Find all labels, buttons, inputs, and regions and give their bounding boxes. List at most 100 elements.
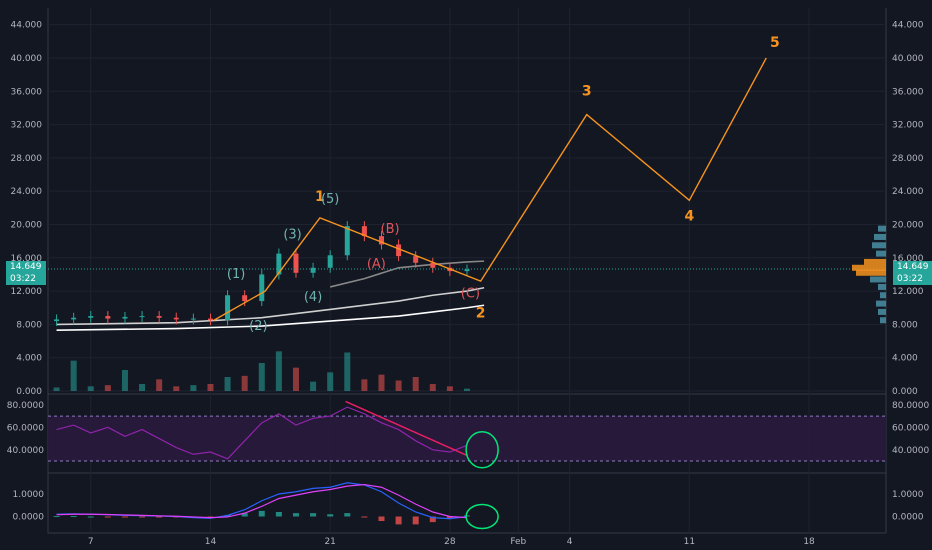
- price-tick-label-right: 20.000: [892, 220, 924, 230]
- macd-histogram-bar: [327, 514, 334, 517]
- volume-bar: [190, 385, 197, 391]
- candle-body: [276, 253, 282, 275]
- volume-bar: [224, 377, 231, 391]
- macd-histogram-bar: [207, 516, 214, 518]
- macd-histogram-bar: [361, 516, 368, 518]
- volume-profile-bar: [852, 264, 886, 271]
- date-tick-label: 14: [205, 537, 217, 547]
- volume-profile-bar: [878, 225, 886, 232]
- volume-profile-bar: [874, 233, 886, 240]
- candle-body: [396, 244, 402, 257]
- date-tick-label: 4: [567, 537, 573, 547]
- volume-bar: [344, 352, 351, 391]
- rsi-tick-label-left: 60.0000: [7, 423, 44, 433]
- volume-bar: [464, 388, 470, 391]
- candle-body: [464, 269, 470, 272]
- elliott-subwave-label: (C): [461, 287, 480, 302]
- price-tick-label-left: 4.000: [16, 354, 42, 364]
- price-tick-label-right: 12.000: [892, 287, 924, 297]
- date-tick-label: Feb: [510, 537, 526, 547]
- macd-histogram-bar: [395, 516, 402, 525]
- volume-bar: [121, 370, 128, 391]
- volume-profile-bar: [872, 242, 886, 249]
- candle-body: [88, 316, 94, 318]
- volume-bar: [104, 385, 111, 391]
- macd-histogram-bar: [87, 516, 94, 518]
- price-tick-label-right: 8.000: [892, 320, 918, 330]
- volume-bar: [429, 384, 436, 391]
- price-tick-label-left: 12.000: [11, 287, 43, 297]
- macd-histogram-bar: [344, 513, 351, 517]
- rsi-tick-label-right: 40.0000: [892, 446, 929, 456]
- elliott-subwave-label: (4): [304, 290, 322, 305]
- macd-tick-label-right: 0.0000: [892, 513, 924, 523]
- moving-average-line: [56, 286, 485, 326]
- current-price-badge-right: 14.649 03:22: [893, 261, 932, 285]
- volume-bar: [139, 384, 146, 391]
- volume-bar: [292, 367, 299, 391]
- volume-bar: [156, 379, 163, 391]
- macd-histogram-bar: [446, 516, 453, 519]
- date-tick-label: 28: [444, 537, 456, 547]
- candle-body: [310, 267, 316, 273]
- price-tick-label-left: 28.000: [11, 154, 43, 164]
- elliott-subwave-label: (2): [249, 319, 267, 334]
- rsi-line: [56, 406, 468, 460]
- candle-body: [327, 255, 333, 268]
- volume-bar: [412, 377, 419, 391]
- elliott-subwave-label: (3): [283, 228, 301, 243]
- candle-countdown-right: 03:22: [897, 274, 923, 284]
- volume-bar: [395, 380, 402, 391]
- candle-body: [259, 274, 265, 302]
- macd-histogram-bar: [275, 512, 282, 517]
- candle-body: [54, 319, 60, 322]
- volume-bar: [241, 375, 248, 391]
- macd-tick-label-left: 0.0000: [13, 513, 45, 523]
- price-tick-label-left: 24.000: [11, 187, 43, 197]
- price-tick-label-right: 40.000: [892, 54, 924, 64]
- moving-average-line: [56, 304, 485, 332]
- candle-body: [122, 316, 128, 319]
- volume-bar: [275, 351, 282, 391]
- macd-histogram-bar: [70, 516, 77, 518]
- macd-histogram-bar: [378, 516, 385, 521]
- price-tick-label-left: 20.000: [11, 220, 43, 230]
- macd-histogram-bar: [104, 516, 111, 518]
- candle-body: [413, 256, 419, 263]
- elliott-wave-label: 4: [684, 208, 694, 224]
- elliott-subwave-label: (1): [227, 267, 245, 282]
- date-tick-label: 18: [803, 537, 815, 547]
- macd-histogram-bar: [241, 513, 248, 517]
- volume-profile-bar: [880, 292, 886, 299]
- elliott-subwave-label: (B): [381, 222, 400, 237]
- current-price-badge-left: 14.649 03:22: [6, 261, 46, 285]
- candle-body: [242, 295, 248, 302]
- candle-body: [190, 318, 196, 320]
- volume-bar: [446, 386, 453, 391]
- volume-profile-bar: [880, 317, 886, 324]
- volume-bar: [70, 360, 77, 391]
- candle-body: [225, 295, 231, 321]
- elliott-wave-label: 3: [582, 83, 592, 99]
- rsi-tick-label-right: 60.0000: [892, 423, 929, 433]
- candle-body: [378, 236, 384, 245]
- price-tick-label-left: 0.000: [16, 387, 42, 397]
- elliott-wave-label: 5: [770, 35, 780, 51]
- candle-body: [293, 253, 299, 273]
- rsi-tick-label-left: 40.0000: [7, 446, 44, 456]
- candle-countdown: 03:22: [10, 274, 36, 284]
- candle-body: [173, 317, 179, 320]
- candle-body: [207, 318, 213, 321]
- rsi-tick-label-right: 80.0000: [892, 401, 929, 411]
- price-tick-label-left: 32.000: [11, 121, 43, 131]
- volume-bar: [327, 372, 334, 391]
- elliott-wave-label: 1: [315, 189, 325, 205]
- price-tick-label-right: 0.000: [892, 387, 918, 397]
- volume-bar: [53, 387, 60, 391]
- price-tick-label-right: 24.000: [892, 187, 924, 197]
- macd-signal-line: [56, 483, 468, 519]
- current-price-value: 14.649: [10, 262, 42, 272]
- candle-body: [344, 226, 350, 256]
